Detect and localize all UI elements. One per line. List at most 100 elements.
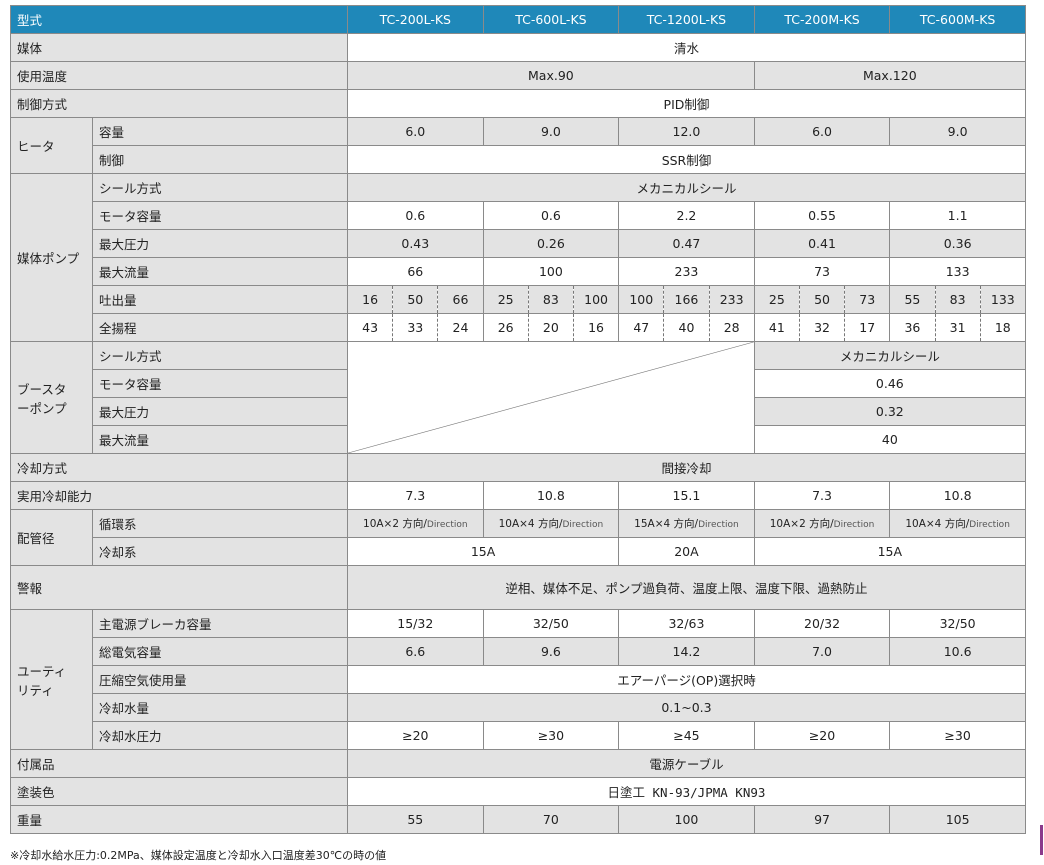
cell: 55	[347, 805, 484, 834]
cell: 1.1	[889, 201, 1026, 230]
row-label: モータ容量	[91, 201, 349, 230]
accessory-row: 付属品 電源ケーブル	[9, 749, 1026, 778]
cell: 15.1	[618, 481, 755, 510]
sub-cell: 73	[844, 285, 891, 314]
cell: 32/50	[889, 609, 1026, 638]
cell: 0.6	[347, 201, 484, 230]
sub-cell: 100	[572, 285, 620, 314]
cell: エアーパージ(OP)選択時	[347, 665, 1026, 694]
cell: 2.2	[618, 201, 755, 230]
row-label: シール方式	[91, 341, 349, 370]
row-label: 最大圧力	[91, 229, 349, 258]
cooling-capacity-row: 実用冷却能力 7.3 10.8 15.1 7.3 10.8	[9, 481, 1026, 510]
cell: 105	[889, 805, 1026, 834]
utility-water-pressure-row: 冷却水圧力 ≥20 ≥30 ≥45 ≥20 ≥30	[11, 721, 1026, 750]
sub-cell: 25	[482, 285, 529, 314]
row-label: 最大流量	[91, 257, 349, 286]
pump-seal-row: 媒体ポンプ シール方式 メカニカルシール	[10, 173, 1026, 342]
row-label: 総電気容量	[91, 637, 349, 666]
cell: 0.46	[753, 369, 1026, 398]
cell: 133	[889, 257, 1026, 286]
booster-flow-row: 最大流量 40	[11, 425, 1026, 454]
cell: 97	[753, 805, 891, 834]
sub-cell: 33	[392, 313, 439, 342]
piping-circ-row: 配管径 循環系 10A×2 方向/Direction 10A×4 方向/Dire…	[10, 509, 1026, 566]
cell: 10.8	[889, 481, 1026, 510]
sub-cell: 133	[979, 285, 1026, 314]
group-label-line: ユーティ	[17, 663, 67, 679]
sub-cell: 43	[347, 313, 394, 342]
cell: 9.0	[482, 117, 620, 146]
cell: 0.55	[753, 201, 891, 230]
row-label: 最大流量	[91, 425, 349, 454]
cell: 0.41	[753, 229, 891, 258]
cell: 0.47	[618, 229, 755, 258]
group-label: 媒体ポンプ	[10, 173, 93, 342]
sub-cell: 28	[708, 313, 755, 342]
sub-cell: 83	[527, 285, 574, 314]
piping-cool-row: 冷却系 15A 20A 15A	[11, 537, 1026, 566]
cell: 0.36	[889, 229, 1026, 258]
sub-cell: 166	[663, 285, 710, 314]
cell: 間接冷却	[347, 453, 1026, 482]
cell: 32/63	[618, 609, 755, 638]
cell: 清水	[347, 33, 1026, 62]
sub-cell: 16	[347, 285, 394, 314]
pump-motor-row: モータ容量 0.6 0.6 2.2 0.55 1.1	[11, 201, 1026, 230]
cell: 15A×4 方向/Direction	[618, 509, 755, 538]
sub-cell: 50	[798, 285, 846, 314]
cell: 10.6	[889, 637, 1026, 666]
model-label: 型式	[9, 5, 349, 34]
utility-power-row: 総電気容量 6.6 9.6 14.2 7.0 10.6	[11, 637, 1026, 666]
cell: ≥20	[347, 721, 484, 750]
weight-row: 重量 55 70 100 97 105	[9, 805, 1026, 834]
cell: 9.6	[482, 637, 620, 666]
row-label: 重量	[9, 805, 349, 834]
row-label: モータ容量	[91, 369, 349, 398]
cell: 7.3	[753, 481, 891, 510]
model-header: TC-200L-KS	[347, 5, 484, 34]
cell: 6.0	[347, 117, 484, 146]
group-label: ブースタ ーポンプ	[10, 341, 93, 454]
row-label: 全揚程	[91, 313, 349, 342]
control-method-row: 制御方式 PID制御	[9, 89, 1026, 118]
row-label: 付属品	[9, 749, 349, 778]
cell: 40	[753, 425, 1026, 454]
cell: 10.8	[482, 481, 620, 510]
cell-text: Direction	[969, 520, 1010, 530]
cell: SSR制御	[347, 145, 1026, 174]
cell: Max.120	[753, 61, 1026, 90]
cell: 10A×4 方向/Direction	[482, 509, 620, 538]
cell: 32/50	[482, 609, 620, 638]
row-label: 媒体	[9, 33, 349, 62]
paint-row: 塗装色 日塗工 KN-93/JPMA KN93	[9, 777, 1026, 806]
sub-cell: 233	[708, 285, 755, 314]
cell: 6.0	[753, 117, 891, 146]
model-header: TC-600L-KS	[482, 5, 620, 34]
sub-cell: 24	[437, 313, 484, 342]
group-label-line: ーポンプ	[17, 400, 67, 416]
cell: 0.43	[347, 229, 484, 258]
cell: 7.3	[347, 481, 484, 510]
cell-text: 15A×4 方向/	[634, 518, 699, 530]
row-label: 冷却水圧力	[91, 721, 349, 750]
model-header: TC-200M-KS	[753, 5, 891, 34]
row-label: 最大圧力	[91, 397, 349, 426]
row-label: シール方式	[91, 173, 349, 202]
row-label: 主電源ブレーカ容量	[91, 609, 349, 638]
cell: 14.2	[618, 637, 755, 666]
sub-cell: 41	[753, 313, 800, 342]
diagonal-line	[348, 342, 754, 453]
edge-marker	[1040, 825, 1043, 855]
temp-row: 使用温度 Max.90 Max.120	[9, 61, 1026, 90]
row-label: 塗装色	[9, 777, 349, 806]
sub-cell: 47	[618, 313, 665, 342]
row-label: 冷却系	[91, 537, 349, 566]
cell: 10A×4 方向/Direction	[889, 509, 1026, 538]
cell-text: Direction	[833, 520, 875, 530]
sub-cell: 17	[844, 313, 891, 342]
cell: 66	[347, 257, 484, 286]
row-label: 圧縮空気使用量	[91, 665, 349, 694]
cell: 6.6	[347, 637, 484, 666]
group-label: ヒータ	[10, 117, 93, 174]
